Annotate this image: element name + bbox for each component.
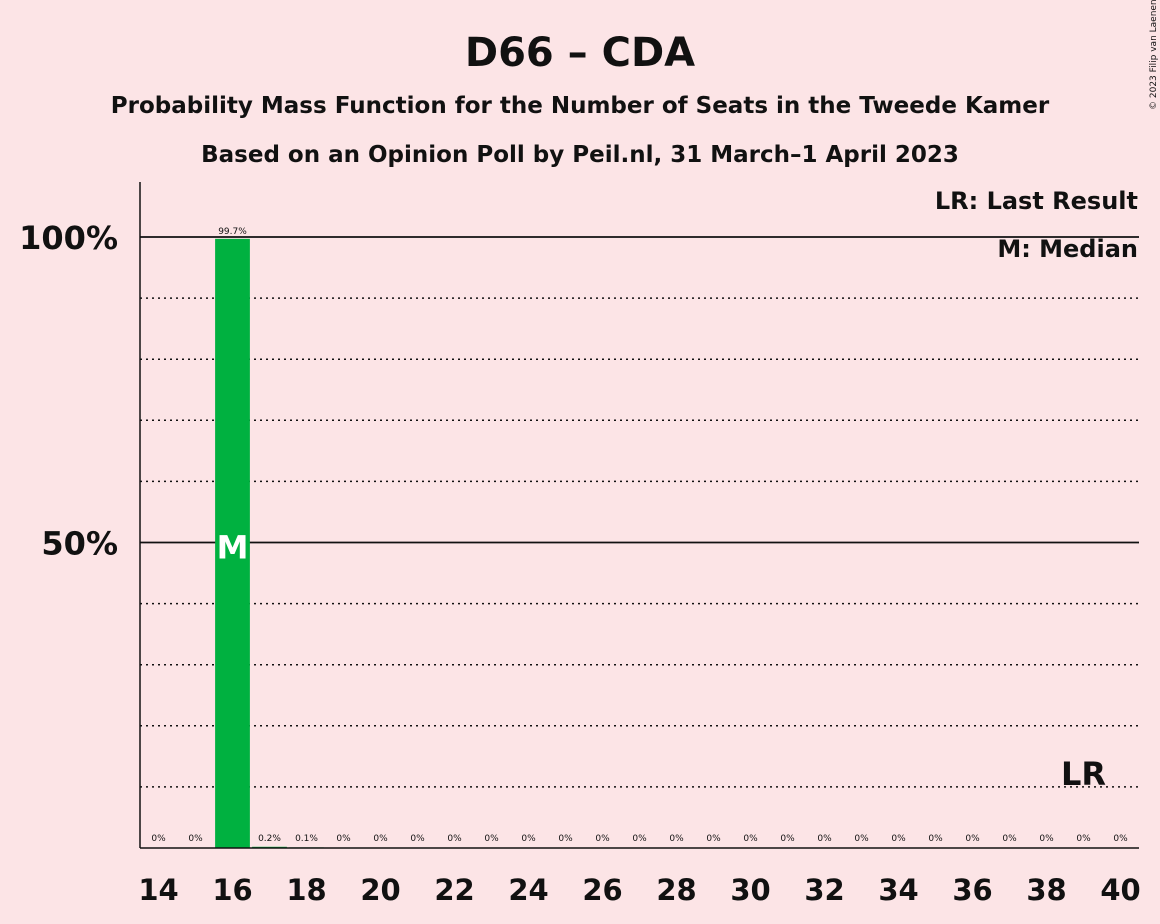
chart-title: D66 – CDA xyxy=(465,30,695,76)
x-tick-label: 30 xyxy=(730,873,770,907)
legend-median: M: Median xyxy=(997,235,1138,263)
x-tick-label: 36 xyxy=(952,873,992,907)
data-label: 99.7% xyxy=(218,227,247,237)
x-tick-label: 22 xyxy=(434,873,474,907)
x-tick-label: 20 xyxy=(360,873,400,907)
copyright-note: © 2023 Filip van Laenen xyxy=(1149,0,1159,110)
data-label: 0% xyxy=(1002,834,1017,844)
x-tick-label: 14 xyxy=(138,873,178,907)
data-label: 0% xyxy=(743,834,758,844)
data-label: 0% xyxy=(521,834,536,844)
data-label: 0% xyxy=(447,834,462,844)
x-tick-label: 16 xyxy=(212,873,252,907)
data-label: 0% xyxy=(1113,834,1128,844)
data-label: 0% xyxy=(632,834,647,844)
data-label: 0.1% xyxy=(295,834,318,844)
last-result-marker: LR xyxy=(1061,755,1106,793)
x-tick-label: 24 xyxy=(508,873,548,907)
x-axis-ticks: 14 16 18 20 22 24 26 28 30 32 34 36 38 40 xyxy=(138,873,1140,907)
data-label: 0% xyxy=(188,834,203,844)
grid-lines xyxy=(140,236,1139,788)
x-tick-label: 40 xyxy=(1100,873,1140,907)
bar xyxy=(215,238,250,848)
x-tick-label: 26 xyxy=(582,873,622,907)
median-marker: M xyxy=(217,528,249,566)
data-label: 0% xyxy=(817,834,832,844)
x-tick-label: 32 xyxy=(804,873,844,907)
chart-subtitle-1: Probability Mass Function for the Number… xyxy=(111,93,1050,119)
data-label: 0% xyxy=(669,834,684,844)
data-labels-group: 0% 0% 99.7% 0.2% 0.1% 0% 0% 0% 0% 0% 0% 0% 0% 0% 0% 0% 0… xyxy=(151,227,1128,844)
y-tick-label: 50% xyxy=(41,524,118,562)
x-tick-label: 18 xyxy=(286,873,326,907)
data-label: 0% xyxy=(151,834,166,844)
data-label: 0% xyxy=(484,834,499,844)
data-label: 0% xyxy=(928,834,943,844)
data-label: 0% xyxy=(780,834,795,844)
data-label: 0% xyxy=(595,834,610,844)
data-label: 0% xyxy=(373,834,388,844)
data-label: 0% xyxy=(965,834,980,844)
x-tick-label: 28 xyxy=(656,873,696,907)
bars-group xyxy=(215,238,324,848)
data-label: 0% xyxy=(706,834,721,844)
data-label: 0% xyxy=(1039,834,1054,844)
data-label: 0% xyxy=(891,834,906,844)
data-label: 0% xyxy=(1076,834,1091,844)
x-tick-label: 38 xyxy=(1026,873,1066,907)
data-label: 0% xyxy=(854,834,869,844)
x-tick-label: 34 xyxy=(878,873,918,907)
y-axis-ticks: 50% 100% xyxy=(19,219,118,563)
data-label: 0% xyxy=(336,834,351,844)
chart-subtitle-2: Based on an Opinion Poll by Peil.nl, 31 … xyxy=(201,142,959,168)
data-label: 0.2% xyxy=(258,834,281,844)
legend-last-result: LR: Last Result xyxy=(935,187,1138,215)
data-label: 0% xyxy=(558,834,573,844)
y-tick-label: 100% xyxy=(19,219,118,257)
data-label: 0% xyxy=(410,834,425,844)
